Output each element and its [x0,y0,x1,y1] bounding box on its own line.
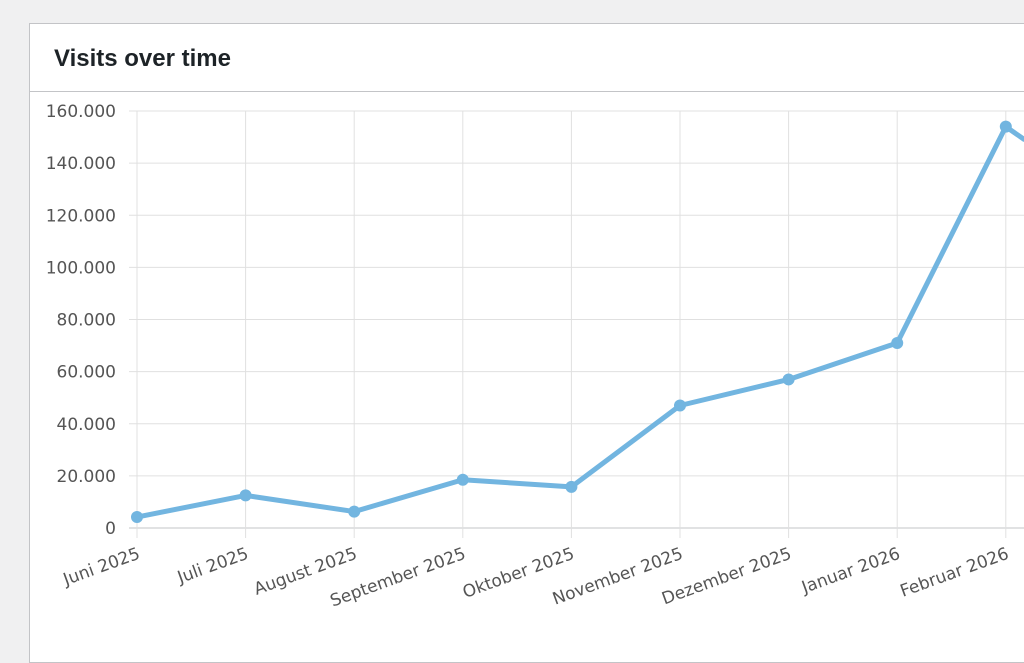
visits-line-chart: 0 20.000 40.000 60.000 80.000 100.000 120.000 1… [46,102,1024,612]
series-line [134,124,1024,520]
data-point [891,336,904,349]
data-point [348,505,361,518]
visits-panel: Visits over time [29,23,1024,663]
y-tick-label: 140.000 [46,154,116,174]
y-tick-label: 60.000 [57,363,116,383]
y-tick-label: 20.000 [57,467,116,487]
data-point [674,399,686,412]
data-point [456,473,469,486]
grid [129,110,1024,538]
y-tick-label: 80.000 [57,311,116,331]
x-tick-label: Januar 2026 [798,544,903,598]
data-point [782,373,795,386]
series-visits [131,120,1024,524]
y-tick-label: 0 [105,519,116,539]
panel-title: Visits over time [54,45,231,72]
y-tick-label: 100.000 [46,258,116,278]
data-point [999,120,1012,133]
data-point [239,489,252,502]
data-point [131,511,143,524]
panel-header: Visits over time [30,24,1024,92]
data-point [565,480,578,493]
y-axis-ticks: 0 20.000 40.000 60.000 80.000 100.000 120.000 1… [46,102,116,539]
y-tick-label: 160.000 [46,102,116,122]
y-tick-label: 40.000 [57,415,116,435]
x-tick-label: Juni 2025 [60,544,143,590]
x-tick-label: Juli 2025 [174,544,251,588]
x-tick-label: Februar 2026 [898,544,1012,602]
y-tick-label: 120.000 [46,206,116,226]
